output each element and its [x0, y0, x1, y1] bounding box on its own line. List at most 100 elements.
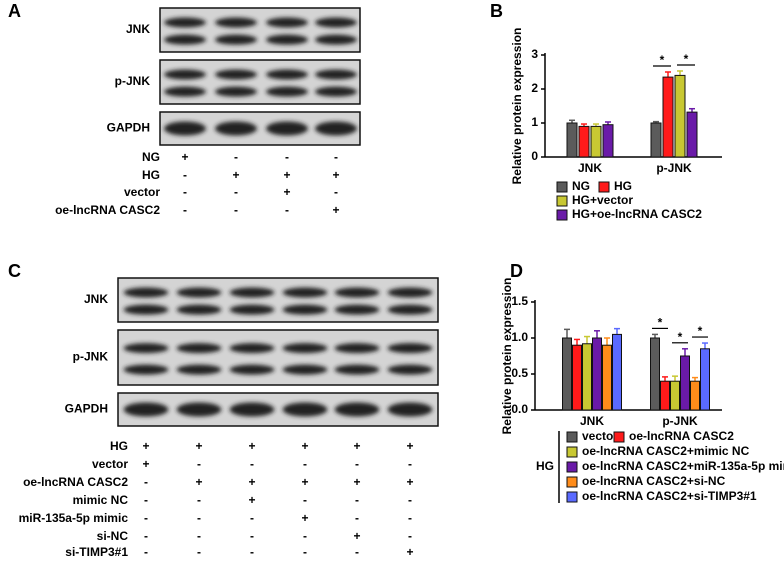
condition-mark: -: [250, 529, 254, 543]
blot-band: [123, 402, 169, 417]
condition-mark: -: [144, 493, 148, 507]
blot-band: [215, 34, 257, 45]
blot-band: [229, 343, 275, 354]
blot-band: [229, 304, 275, 315]
blot-band: [176, 343, 222, 354]
blot-band: [164, 69, 206, 80]
blot-band: [123, 364, 169, 375]
bar: [582, 343, 592, 411]
blot-band: [334, 287, 380, 298]
y-tick-label: 1.5: [511, 294, 528, 308]
condition-mark: +: [248, 493, 255, 507]
condition-mark: -: [303, 545, 307, 559]
condition-mark: +: [181, 150, 188, 164]
significance-label: *: [658, 316, 663, 330]
bar: [578, 125, 590, 158]
legend-label: HG+oe-lncRNA CASC2: [572, 207, 702, 221]
blot-band: [266, 69, 308, 80]
blot-band: [215, 86, 257, 97]
blot-band: [123, 304, 169, 315]
legend-swatch: [556, 195, 568, 207]
condition-mark: -: [285, 150, 289, 164]
legend-label: oe-lncRNA CASC2+si-NC: [582, 474, 726, 488]
condition-mark: -: [334, 185, 338, 199]
blot-band: [282, 343, 328, 354]
y-tick-label: 2: [531, 81, 538, 95]
blot-band: [123, 343, 169, 354]
y-tick-label: 1.0: [511, 330, 528, 344]
condition-label: vector: [124, 185, 160, 199]
blot-band: [315, 86, 357, 97]
condition-mark: -: [250, 457, 254, 471]
significance-label: *: [660, 53, 665, 67]
blot-band: [266, 17, 308, 28]
condition-mark: +: [301, 439, 308, 453]
blot-band: [334, 304, 380, 315]
condition-mark: -: [197, 545, 201, 559]
x-tick-label: p-JNK: [656, 161, 692, 175]
condition-mark: -: [250, 545, 254, 559]
bar: [650, 337, 660, 411]
bar: [674, 74, 686, 158]
panel-letter: B: [490, 1, 503, 21]
condition-label: miR-135a-5p mimic: [19, 511, 129, 525]
bar: [660, 380, 670, 411]
condition-mark: -: [144, 475, 148, 489]
blot-band: [315, 69, 357, 80]
condition-mark: -: [197, 511, 201, 525]
condition-label: oe-lncRNA CASC2: [23, 475, 128, 489]
bar: [662, 76, 674, 158]
bar: [602, 344, 612, 411]
significance-label: *: [698, 324, 703, 338]
condition-mark: -: [355, 457, 359, 471]
condition-mark: -: [197, 529, 201, 543]
panel-letter: C: [8, 261, 21, 281]
condition-mark: +: [332, 168, 339, 182]
condition-mark: -: [408, 493, 412, 507]
condition-mark: +: [283, 185, 290, 199]
bar: [700, 348, 710, 411]
condition-mark: -: [144, 511, 148, 525]
condition-mark: +: [406, 545, 413, 559]
blot-band: [266, 86, 308, 97]
bar: [602, 124, 614, 158]
condition-mark: -: [408, 511, 412, 525]
condition-mark: -: [408, 529, 412, 543]
band-label: JNK: [126, 22, 150, 36]
condition-mark: -: [303, 457, 307, 471]
blot-band: [176, 364, 222, 375]
condition-mark: +: [195, 475, 202, 489]
condition-mark: +: [301, 475, 308, 489]
blot-band: [176, 287, 222, 298]
condition-mark: +: [353, 475, 360, 489]
blot-band: [387, 287, 433, 298]
condition-label: vector: [92, 457, 128, 471]
legend-label: HG+vector: [572, 193, 633, 207]
blot-band: [387, 304, 433, 315]
significance-label: *: [684, 52, 689, 66]
legend-swatch: [566, 431, 578, 443]
significance-label: *: [678, 330, 683, 344]
condition-mark: -: [303, 493, 307, 507]
y-axis-label: Relative protein expression: [500, 278, 514, 435]
condition-mark: -: [234, 185, 238, 199]
blot-band: [282, 304, 328, 315]
condition-mark: -: [183, 185, 187, 199]
condition-mark: +: [406, 439, 413, 453]
condition-mark: -: [355, 545, 359, 559]
legend-swatch: [566, 476, 578, 488]
band-label: p-JNK: [115, 74, 151, 88]
condition-mark: -: [183, 203, 187, 217]
legend-swatch: [556, 209, 568, 221]
blot-frame: [159, 59, 361, 105]
blot-band: [387, 364, 433, 375]
condition-mark: -: [144, 545, 148, 559]
condition-mark: -: [197, 457, 201, 471]
condition-mark: -: [303, 529, 307, 543]
legend-label: vector: [582, 429, 618, 443]
condition-label: si-TIMP3#1: [65, 545, 128, 559]
condition-mark: -: [234, 203, 238, 217]
legend-title: HG: [536, 459, 554, 473]
blot-band: [334, 364, 380, 375]
